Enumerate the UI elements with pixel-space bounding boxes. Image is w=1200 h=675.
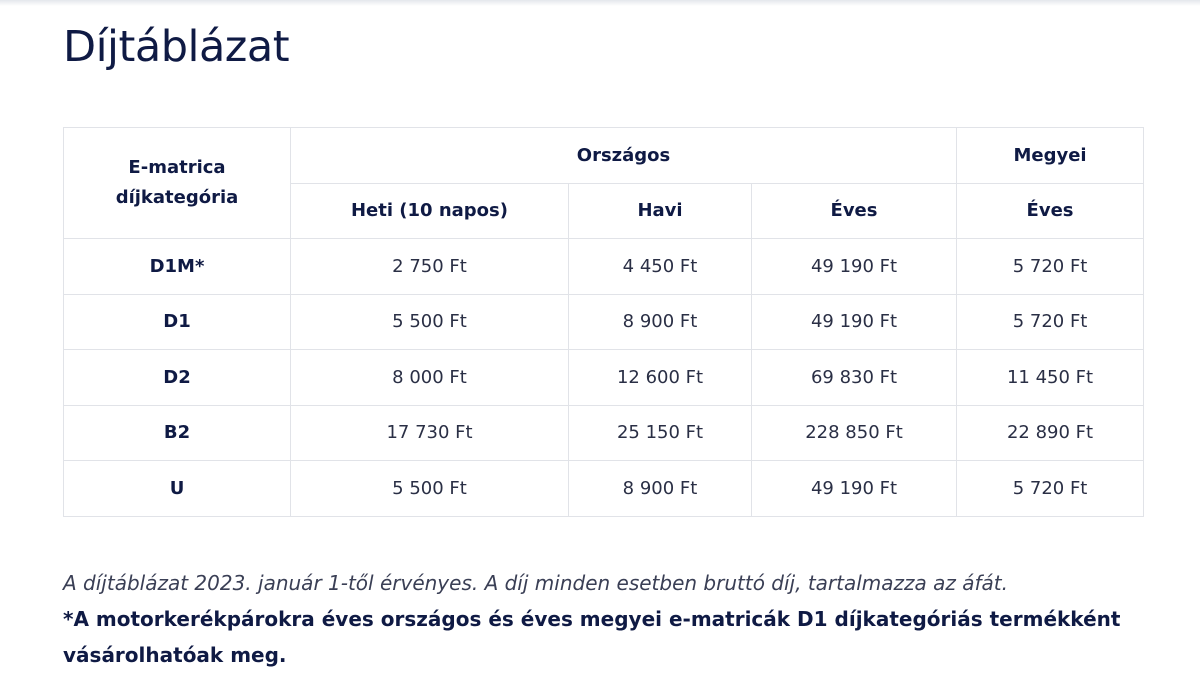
price-cell: 2 750 Ft: [290, 238, 569, 295]
group-header-megyei: Megyei: [956, 127, 1145, 184]
price-cell: 5 500 Ft: [290, 293, 569, 350]
price-cell: 11 450 Ft: [956, 349, 1145, 406]
price-cell: 49 190 Ft: [750, 460, 958, 517]
price-cell: 5 500 Ft: [290, 460, 569, 517]
category-cell: D2: [63, 349, 291, 406]
category-cell: B2: [63, 404, 291, 461]
sub-header-heti: Heti (10 napos): [290, 182, 569, 239]
footnote: *A motorkerékpárokra éves országos és év…: [63, 607, 1121, 667]
price-cell: 5 720 Ft: [956, 460, 1145, 517]
table-row: D2 8 000 Ft 12 600 Ft 69 830 Ft 11 450 Ft: [63, 349, 1145, 406]
price-cell: 69 830 Ft: [750, 349, 958, 406]
sub-header-megyei-eves: Éves: [956, 182, 1145, 239]
price-cell: 12 600 Ft: [568, 349, 752, 406]
notes: A díjtáblázat 2023. január 1-től érvénye…: [63, 565, 1163, 673]
table-row: D1M* 2 750 Ft 4 450 Ft 49 190 Ft 5 720 Ft: [63, 238, 1145, 295]
group-header-orszagos: Országos: [289, 127, 958, 184]
price-cell: 228 850 Ft: [750, 404, 958, 461]
price-cell: 5 720 Ft: [956, 238, 1145, 295]
table-row: B2 17 730 Ft 25 150 Ft 228 850 Ft 22 890 Ft: [63, 404, 1145, 461]
top-shadow: [0, 0, 1200, 6]
price-cell: 49 190 Ft: [750, 238, 958, 295]
validity-note: A díjtáblázat 2023. január 1-től érvénye…: [63, 571, 1009, 595]
category-header: E-matrica díjkategória: [63, 127, 291, 239]
price-cell: 25 150 Ft: [568, 404, 752, 461]
price-cell: 8 900 Ft: [568, 460, 752, 517]
sub-header-eves: Éves: [750, 182, 958, 239]
category-cell: D1M*: [63, 238, 291, 295]
price-cell: 22 890 Ft: [956, 404, 1145, 461]
price-cell: 17 730 Ft: [290, 404, 569, 461]
table-row: D1 5 500 Ft 8 900 Ft 49 190 Ft 5 720 Ft: [63, 293, 1145, 350]
price-cell: 49 190 Ft: [750, 293, 958, 350]
price-cell: 8 000 Ft: [290, 349, 569, 406]
sub-header-havi: Havi: [568, 182, 752, 239]
price-cell: 4 450 Ft: [568, 238, 752, 295]
category-cell: D1: [63, 293, 291, 350]
page-title: Díjtáblázat: [63, 22, 290, 72]
price-cell: 8 900 Ft: [568, 293, 752, 350]
price-cell: 5 720 Ft: [956, 293, 1145, 350]
fee-table: E-matrica díjkategória Országos Megyei H…: [63, 127, 1145, 517]
category-cell: U: [63, 460, 291, 517]
